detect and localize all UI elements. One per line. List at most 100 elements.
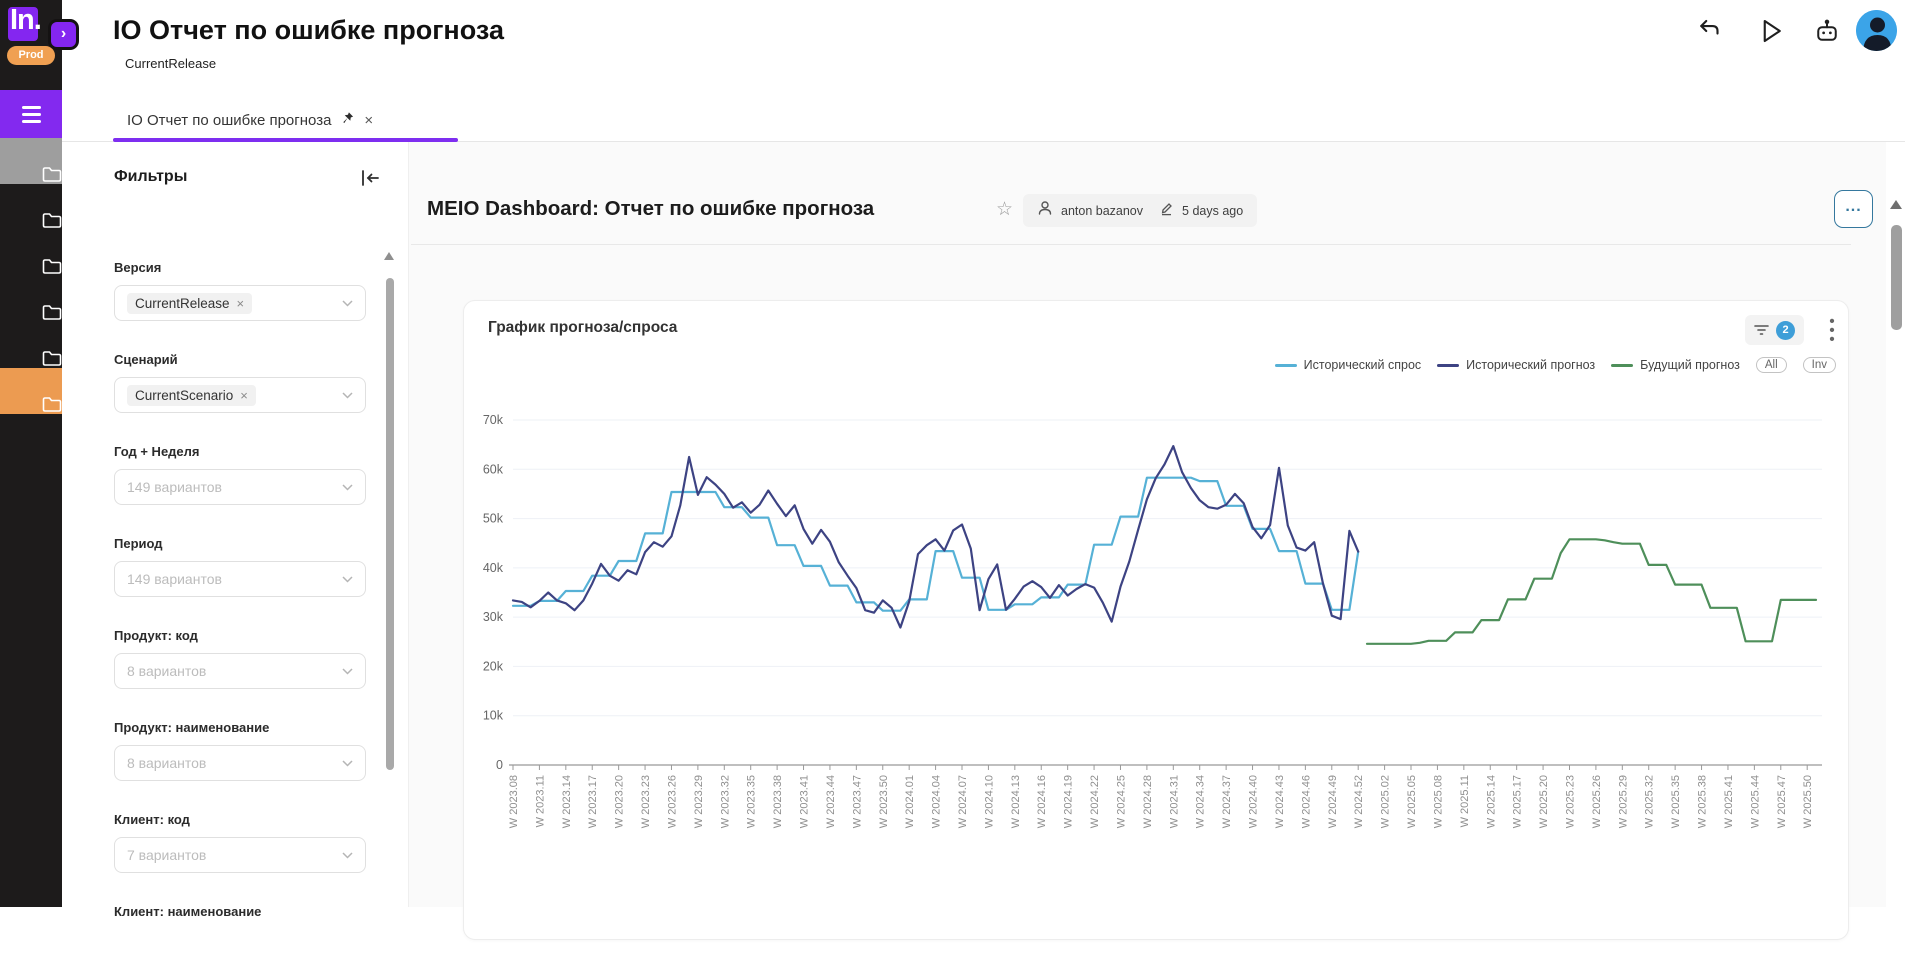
panel-scrollbar-thumb[interactable] [386, 278, 394, 770]
filter-label: Версия [114, 260, 162, 275]
svg-text:W 2025.11: W 2025.11 [1459, 775, 1471, 827]
svg-text:10k: 10k [483, 709, 504, 723]
legend-item[interactable]: Исторический прогноз [1437, 358, 1595, 372]
filter-label: Клиент: наименование [114, 904, 262, 919]
svg-text:W 2025.17: W 2025.17 [1512, 775, 1524, 828]
filter-count-badge: 2 [1776, 320, 1795, 340]
edit-pencil-icon [1159, 201, 1174, 221]
legend-label: Исторический спрос [1303, 358, 1422, 372]
toggle-inv-button[interactable]: Inv [1802, 357, 1836, 373]
filter-placeholder: 8 вариантов [127, 755, 207, 771]
chip-remove-icon[interactable]: × [236, 295, 245, 311]
legend-item[interactable]: Исторический спрос [1274, 358, 1422, 372]
sidebar-item-folder-4[interactable] [0, 276, 62, 322]
tab-report[interactable]: IO Отчет по ошибке прогноза × [113, 99, 458, 142]
svg-text:W 2024.04: W 2024.04 [931, 775, 943, 828]
filter-select[interactable]: 149 вариантов [114, 469, 366, 505]
chart-card: График прогноза/спроса 2 • • • Исторически… [463, 300, 1849, 940]
svg-text:W 2024.34: W 2024.34 [1195, 775, 1207, 828]
svg-text:W 2023.20: W 2023.20 [614, 775, 626, 828]
collapse-panel-icon[interactable] [358, 166, 382, 190]
chart-kebab-icon[interactable]: • • • [1829, 313, 1835, 348]
svg-text:W 2023.17: W 2023.17 [587, 775, 599, 828]
app-logo[interactable]: In. [0, 0, 62, 74]
chevron-down-icon [342, 392, 353, 399]
chevron-down-icon [342, 300, 353, 307]
filter-placeholder: 149 вариантов [127, 479, 222, 495]
more-options-button[interactable]: ... [1834, 190, 1873, 228]
filter-field: Версия CurrentRelease × [114, 260, 366, 321]
sidebar-item-folder-5[interactable] [0, 322, 62, 368]
svg-text:W 2024.13: W 2024.13 [1010, 775, 1022, 828]
chip-value: CurrentScenario [135, 387, 234, 403]
run-button[interactable] [1756, 16, 1786, 46]
sidebar-item-folder-3[interactable] [0, 230, 62, 276]
tab-close-icon[interactable]: × [364, 111, 374, 129]
svg-text:W 2023.26: W 2023.26 [666, 775, 678, 828]
svg-text:W 2024.40: W 2024.40 [1248, 775, 1260, 828]
chevron-down-icon [342, 668, 353, 675]
legend-label: Будущий прогноз [1640, 358, 1740, 372]
chevron-down-icon [342, 576, 353, 583]
selected-chip: CurrentScenario × [127, 384, 256, 406]
user-icon [1037, 200, 1053, 221]
filter-field: Продукт: код 8 вариантов [114, 628, 366, 689]
sidebar-item-folder-1[interactable] [0, 138, 62, 184]
window-scrollbar-thumb[interactable] [1891, 225, 1902, 330]
svg-text:W 2024.22: W 2024.22 [1089, 775, 1101, 828]
toggle-all-button[interactable]: All [1755, 357, 1787, 373]
line-chart[interactable]: 0 10k 20k 30k 40k 50k 60k 70k W 2023.08 W 2023.11… [464, 383, 1850, 958]
svg-text:W 2023.38: W 2023.38 [772, 775, 784, 828]
window-scroll-up-arrow[interactable] [1890, 200, 1902, 209]
filter-select[interactable]: 7 вариантов [114, 837, 366, 873]
filter-select[interactable]: 8 вариантов [114, 653, 366, 689]
svg-text:W 2025.32: W 2025.32 [1644, 775, 1656, 828]
divider [411, 244, 1851, 245]
svg-text:W 2024.52: W 2024.52 [1353, 775, 1365, 828]
svg-text:W 2025.20: W 2025.20 [1538, 775, 1550, 828]
robot-button[interactable] [1812, 16, 1842, 46]
svg-text:W 2023.11: W 2023.11 [534, 775, 546, 827]
filter-field: Сценарий CurrentScenario × [114, 352, 366, 413]
user-avatar[interactable] [1856, 10, 1897, 51]
svg-text:W 2023.47: W 2023.47 [851, 775, 863, 828]
undo-button[interactable] [1695, 16, 1725, 46]
main-content: MEIO Dashboard: Отчет по ошибке прогноза… [408, 142, 1886, 940]
filter-select[interactable]: 149 вариантов [114, 561, 366, 597]
svg-text:W 2023.50: W 2023.50 [878, 775, 890, 828]
svg-text:W 2024.16: W 2024.16 [1036, 775, 1048, 828]
svg-text:70k: 70k [483, 413, 504, 427]
legend-item[interactable]: Будущий прогноз [1611, 358, 1740, 372]
filters-panel: Фильтры Версия CurrentRelease × Сценарий Cur… [62, 142, 408, 919]
favorite-star-icon[interactable]: ☆ [996, 199, 1014, 220]
filter-label: Год + Неделя [114, 444, 200, 459]
chart-legend: Исторический спрос Исторический прогноз Бу… [464, 357, 1836, 373]
panel-scroll-up-arrow[interactable] [384, 252, 394, 260]
filter-field: Клиент: код 7 вариантов [114, 812, 366, 873]
svg-text:W 2025.44: W 2025.44 [1749, 775, 1761, 828]
svg-text:W 2024.28: W 2024.28 [1142, 775, 1154, 828]
menu-button[interactable] [0, 90, 62, 138]
logo-text: In. [10, 4, 42, 36]
legend-label: Исторический прогноз [1466, 358, 1596, 372]
filter-select[interactable]: CurrentScenario × [114, 377, 366, 413]
svg-text:W 2024.49: W 2024.49 [1327, 775, 1339, 828]
svg-text:W 2025.26: W 2025.26 [1591, 775, 1603, 828]
sidebar-expand-button[interactable]: › [51, 22, 76, 47]
filter-label: Клиент: код [114, 812, 190, 827]
chart-filter-button[interactable]: 2 [1745, 315, 1804, 345]
chevron-down-icon [342, 852, 353, 859]
selected-chip: CurrentRelease × [127, 292, 253, 314]
tab-label: IO Отчет по ошибке прогноза [127, 111, 332, 129]
filter-placeholder: 7 вариантов [127, 847, 207, 863]
sidebar-item-folder-6[interactable] [0, 368, 62, 414]
svg-text:W 2025.02: W 2025.02 [1380, 775, 1392, 828]
pin-icon[interactable] [341, 111, 354, 130]
filter-field: Продукт: наименование 8 вариантов [114, 720, 366, 781]
svg-text:W 2023.08: W 2023.08 [508, 775, 520, 828]
filter-field: Год + Неделя 149 вариантов [114, 444, 366, 505]
filter-select[interactable]: 8 вариантов [114, 745, 366, 781]
sidebar-item-folder-2[interactable] [0, 184, 62, 230]
chip-remove-icon[interactable]: × [240, 387, 248, 403]
filter-select[interactable]: CurrentRelease × [114, 285, 366, 321]
